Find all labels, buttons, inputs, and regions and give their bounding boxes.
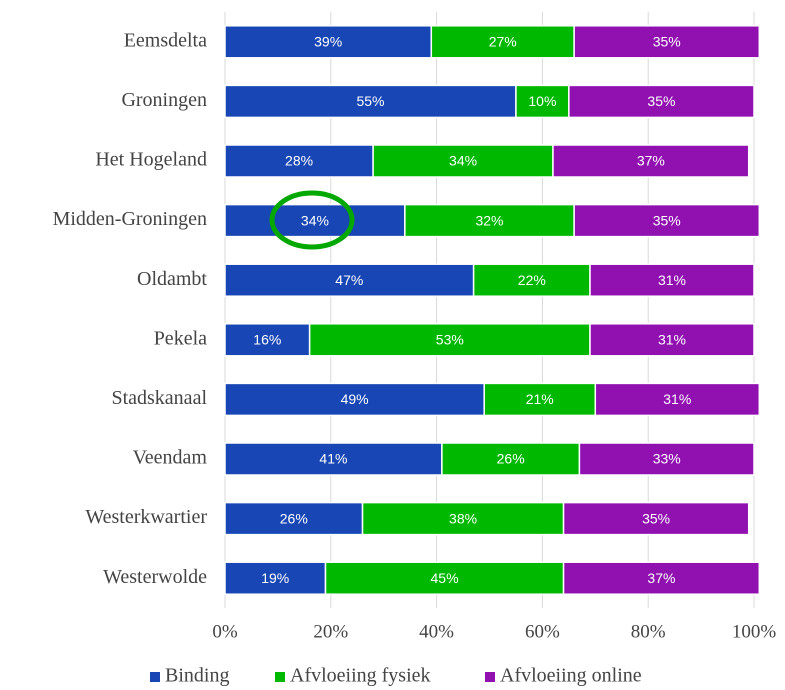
- bar-segment: [573, 203, 761, 238]
- bar-segment: [589, 263, 755, 297]
- legend-label: Afvloeiing online: [500, 665, 642, 687]
- value-label: 53%: [436, 332, 464, 348]
- value-label: 35%: [647, 93, 675, 109]
- bar-segment: [324, 561, 565, 595]
- x-tick-label: 0%: [212, 621, 238, 642]
- bar-segment: [562, 501, 750, 536]
- bar-segment: [562, 561, 761, 595]
- value-label: 22%: [518, 272, 546, 288]
- value-label: 35%: [642, 510, 670, 526]
- x-tick-label: 100%: [732, 621, 777, 642]
- category-label: Groningen: [121, 89, 207, 111]
- value-label: 35%: [653, 212, 681, 228]
- category-label: Stadskanaal: [111, 387, 207, 409]
- bar-segment: [568, 84, 755, 119]
- legend-swatch: [150, 672, 160, 682]
- value-label: 34%: [449, 153, 477, 169]
- value-label: 21%: [526, 391, 554, 407]
- value-label: 31%: [663, 391, 691, 407]
- x-tick-label: 60%: [525, 621, 560, 642]
- legend-label: Binding: [165, 665, 229, 687]
- bar-segment: [515, 84, 570, 119]
- value-label: 33%: [653, 451, 681, 467]
- category-label: Pekela: [154, 327, 207, 349]
- bar-segment: [594, 382, 761, 417]
- category-label: Het Hogeland: [95, 149, 207, 171]
- bar-segment: [224, 203, 406, 238]
- bar-segment: [361, 501, 565, 536]
- value-label: 32%: [475, 212, 503, 228]
- bar-segment: [441, 442, 581, 476]
- category-label: Westerwolde: [103, 566, 207, 588]
- value-label: 16%: [253, 332, 281, 348]
- highlight-circle: [269, 190, 355, 250]
- category-label: Westerkwartier: [85, 506, 207, 528]
- value-label: 37%: [647, 570, 675, 586]
- value-label: 37%: [637, 153, 665, 169]
- value-label: 10%: [528, 93, 556, 109]
- bar-segment: [224, 25, 433, 59]
- bars: 39% 27% 35% 55% 10% 35% 28% 34% 37% 34% 32% 35% 47% 2…: [224, 25, 761, 595]
- category-label: Veendam: [133, 447, 208, 469]
- bar-segment: [224, 263, 475, 297]
- value-label: 26%: [280, 510, 308, 526]
- bar-segment: [308, 323, 591, 357]
- bar-segment: [404, 203, 575, 238]
- category-label: Midden-Groningen: [53, 208, 207, 230]
- x-tick-label: 20%: [313, 621, 348, 642]
- bar-segment: [589, 323, 755, 357]
- value-label: 31%: [658, 272, 686, 288]
- bar-segment: [224, 84, 517, 119]
- value-label: 27%: [489, 34, 517, 50]
- value-label: 19%: [261, 570, 289, 586]
- value-label: 34%: [301, 212, 329, 228]
- value-label: 49%: [341, 391, 369, 407]
- bar-segment: [578, 442, 755, 476]
- value-label: 45%: [431, 570, 459, 586]
- legend-swatch: [485, 672, 495, 682]
- x-tick-label: 40%: [419, 621, 454, 642]
- value-label: 38%: [449, 510, 477, 526]
- bar-segment: [224, 561, 327, 595]
- bar-segment: [573, 25, 761, 59]
- value-label: 26%: [497, 451, 525, 467]
- value-label: 28%: [285, 153, 313, 169]
- value-label: 47%: [335, 272, 363, 288]
- bar-segment: [552, 144, 750, 178]
- value-label: 31%: [658, 332, 686, 348]
- category-label: Oldambt: [137, 268, 207, 290]
- bar-segment: [224, 144, 374, 178]
- bar-segment: [372, 144, 554, 178]
- category-label: Eemsdelta: [124, 29, 207, 51]
- x-tick-label: 80%: [631, 621, 666, 642]
- legend-swatch: [275, 672, 285, 682]
- value-label: 39%: [314, 34, 342, 50]
- value-label: 35%: [653, 34, 681, 50]
- value-label: 55%: [356, 93, 384, 109]
- legend-label: Afvloeiing fysiek: [290, 665, 431, 687]
- value-label: 41%: [319, 451, 347, 467]
- bar-segment: [472, 263, 591, 297]
